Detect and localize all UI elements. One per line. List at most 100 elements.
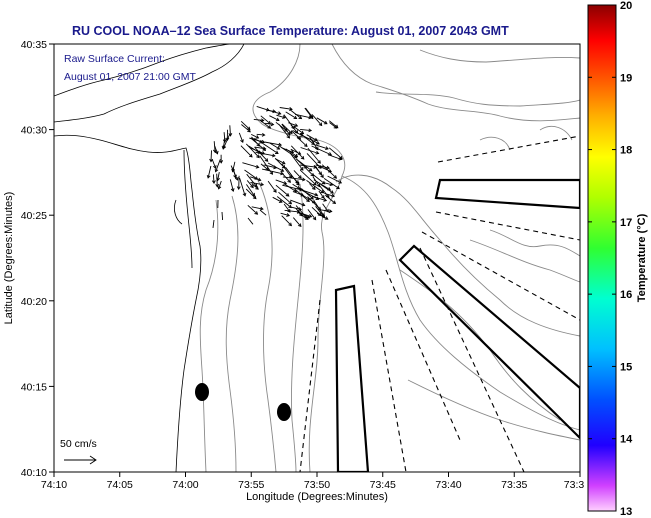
current-vector-head bbox=[321, 213, 325, 217]
current-vector-head bbox=[225, 137, 230, 142]
current-vector-head bbox=[278, 199, 283, 203]
current-vector-head bbox=[261, 132, 266, 137]
current-vector bbox=[323, 178, 340, 189]
current-vector bbox=[240, 145, 253, 158]
station-marker bbox=[195, 383, 209, 401]
current-vector-head bbox=[315, 146, 319, 151]
current-vector-head bbox=[316, 183, 321, 188]
current-vector bbox=[316, 167, 324, 178]
current-vector-head bbox=[228, 132, 233, 137]
y-axis-label: Latitude (Degrees:Minutes) bbox=[3, 192, 15, 325]
current-vector bbox=[319, 209, 332, 212]
current-vector bbox=[309, 183, 316, 190]
current-vector bbox=[290, 109, 302, 119]
current-vector-head bbox=[287, 179, 291, 183]
current-vector-head bbox=[217, 185, 222, 190]
current-vector-head bbox=[255, 164, 260, 169]
current-vector-head bbox=[336, 185, 340, 190]
current-vector bbox=[301, 188, 314, 200]
current-vector bbox=[211, 159, 217, 169]
current-vector bbox=[276, 114, 286, 119]
current-vector-head bbox=[264, 158, 269, 162]
current-vector-head bbox=[338, 156, 343, 161]
current-vector-head bbox=[323, 198, 328, 202]
current-vector-head bbox=[287, 208, 291, 213]
colorbar-tick-label: 17 bbox=[620, 217, 632, 229]
current-vector-head bbox=[271, 153, 276, 158]
current-vector bbox=[251, 206, 263, 210]
current-vector-head bbox=[300, 133, 304, 137]
current-vector-head bbox=[316, 141, 320, 145]
current-vector-head bbox=[270, 122, 275, 127]
current-vector bbox=[239, 177, 246, 196]
current-vector bbox=[244, 169, 258, 180]
x-tick-label: 73:3 bbox=[564, 479, 585, 491]
current-vector-head bbox=[308, 115, 313, 120]
current-vector-head bbox=[297, 223, 302, 228]
current-vector bbox=[242, 162, 259, 168]
current-vector-head bbox=[256, 142, 260, 147]
current-vector bbox=[306, 168, 314, 177]
current-vector-head bbox=[300, 155, 305, 160]
colorbar-tick-label: 18 bbox=[620, 145, 632, 157]
radar-wedges bbox=[299, 135, 580, 472]
current-vector-head bbox=[276, 146, 281, 150]
current-vector-head bbox=[286, 213, 291, 217]
current-vector-head bbox=[299, 187, 303, 192]
current-vector bbox=[315, 144, 329, 150]
current-vector bbox=[247, 204, 258, 215]
current-vector-head bbox=[321, 195, 325, 199]
plot-area bbox=[53, 43, 581, 473]
current-vector bbox=[282, 173, 291, 183]
current-vector-head bbox=[288, 222, 293, 227]
current-vector-head bbox=[305, 216, 309, 220]
current-vector bbox=[297, 211, 312, 218]
current-vector-head bbox=[308, 128, 313, 133]
colorbar-tick-label: 16 bbox=[620, 289, 632, 301]
current-vector-head bbox=[325, 146, 329, 151]
current-vector bbox=[296, 158, 313, 172]
current-vector-head bbox=[312, 199, 316, 204]
current-vector bbox=[309, 136, 319, 150]
current-vector bbox=[260, 115, 271, 125]
current-vector-head bbox=[280, 168, 285, 172]
current-vector-head bbox=[251, 192, 255, 197]
current-vector bbox=[315, 164, 330, 169]
current-vector-head bbox=[265, 167, 269, 171]
current-vector-head bbox=[320, 189, 325, 194]
current-vector-head bbox=[311, 186, 316, 191]
y-tick-label: 40:15 bbox=[21, 381, 47, 393]
current-vector-head bbox=[328, 209, 333, 214]
current-vector-head bbox=[242, 192, 247, 197]
current-vector-head bbox=[334, 124, 339, 129]
current-vector bbox=[280, 212, 290, 217]
current-vector bbox=[212, 174, 215, 184]
current-vector-head bbox=[294, 123, 299, 127]
colorbar-tick-label: 15 bbox=[620, 361, 632, 373]
current-vector-head bbox=[216, 177, 220, 182]
current-vector-head bbox=[320, 174, 324, 179]
current-vector-head bbox=[313, 181, 317, 186]
current-vector-head bbox=[234, 176, 239, 181]
x-tick-label: 73:50 bbox=[304, 479, 330, 491]
current-vector-head bbox=[212, 165, 217, 169]
current-vector bbox=[299, 169, 317, 186]
current-vector bbox=[238, 132, 244, 143]
current-vector bbox=[327, 175, 342, 184]
current-vector-head bbox=[277, 111, 282, 116]
current-vector-head bbox=[221, 146, 226, 150]
current-vector-head bbox=[298, 207, 303, 212]
current-vector-head bbox=[318, 122, 323, 127]
current-vector-head bbox=[288, 200, 293, 205]
current-vector bbox=[254, 146, 266, 150]
current-vector bbox=[272, 196, 283, 203]
current-vector-head bbox=[288, 130, 293, 135]
current-vector-head bbox=[306, 198, 310, 203]
current-vector bbox=[307, 209, 317, 220]
current-vector-head bbox=[273, 189, 277, 193]
x-tick-label: 73:40 bbox=[435, 479, 461, 491]
coastline bbox=[54, 44, 245, 472]
current-vector bbox=[212, 219, 215, 228]
current-vector-head bbox=[260, 118, 265, 123]
x-axis-label: Longitude (Degrees:Minutes) bbox=[246, 491, 388, 503]
